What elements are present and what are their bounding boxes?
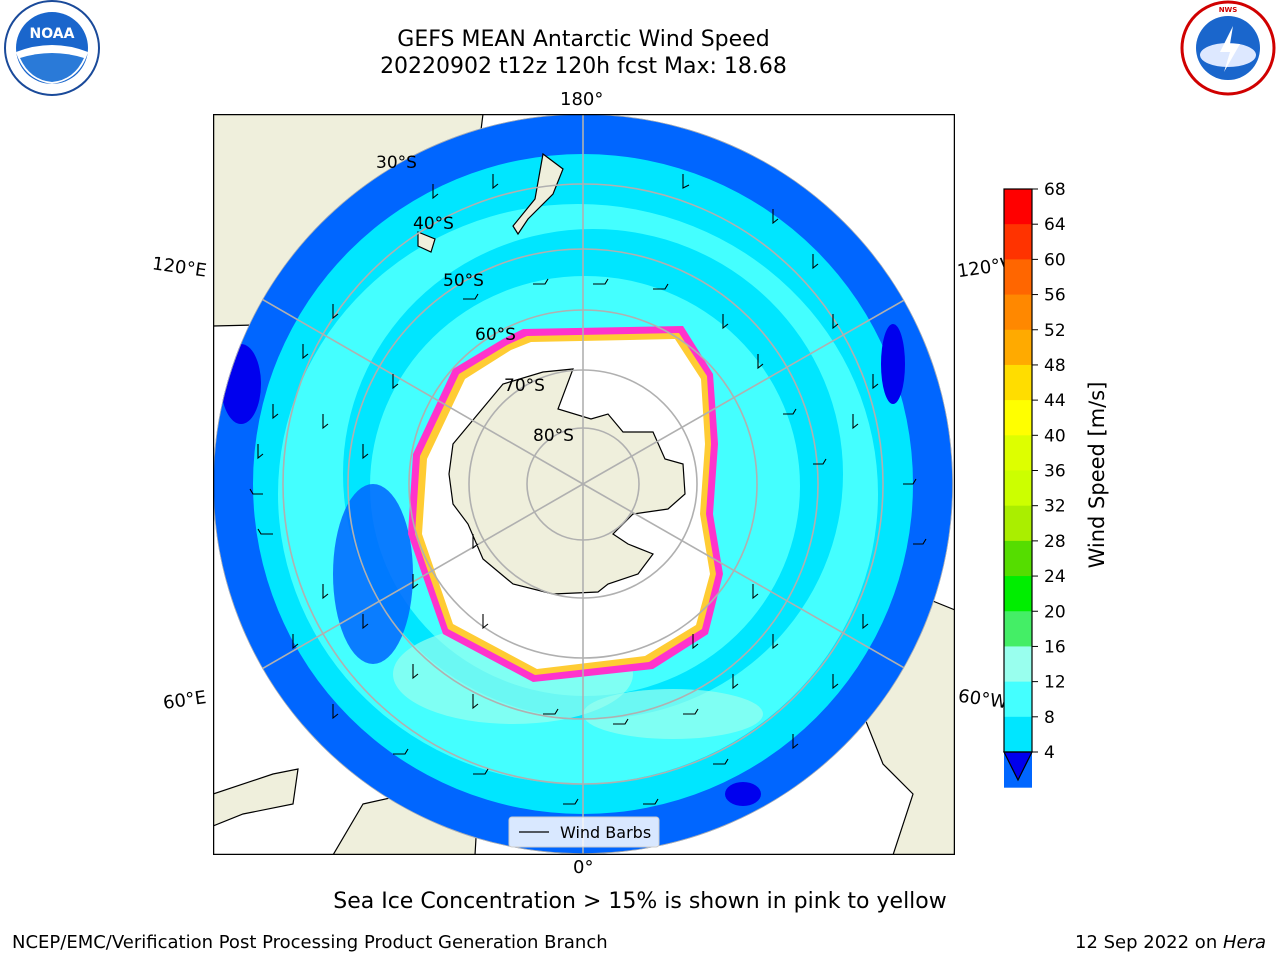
colorbar-tick-label: 40 (1044, 426, 1066, 446)
wind-barbs (249, 174, 927, 805)
colorbar-tick-label: 60 (1044, 250, 1066, 270)
lat-label-30s: 30°S (376, 153, 417, 173)
lat-label-50s: 50°S (443, 271, 484, 291)
lat-label-60s: 60°S (475, 325, 516, 345)
colorbar-cell (1004, 259, 1032, 296)
land-africa (213, 768, 299, 827)
colorbar-cell (1004, 716, 1032, 753)
colorbar-tick-label: 68 (1044, 180, 1066, 200)
land-antarctica (448, 368, 686, 595)
colorbar-cell (1004, 364, 1032, 401)
footer-date: 12 Sep 2022 on Hera (1075, 932, 1266, 953)
colorbar-cell (1004, 576, 1032, 612)
lat-label-70s: 70°S (504, 376, 545, 396)
lat-label-40s: 40°S (413, 214, 454, 234)
lat-label-80s: 80°S (533, 426, 574, 446)
nws-logo: NWS (1180, 0, 1276, 96)
noaa-logo: NOAA (4, 0, 100, 96)
colorbar-cell (1004, 400, 1032, 436)
colorbar-cell (1004, 224, 1032, 260)
colorbar-tick-label: 24 (1044, 567, 1066, 587)
colorbar-cell (1004, 470, 1032, 507)
colorbar: 68 64 60 56 52 48 44 40 36 32 28 24 20 16 12 8 4 (1003, 180, 1066, 788)
colorbar-tick-label: 8 (1044, 708, 1055, 728)
footer-date-text: 12 Sep 2022 on (1075, 932, 1223, 953)
colorbar-cell (1004, 681, 1032, 718)
colorbar-tick-label: 16 (1044, 637, 1066, 657)
colorbar-tick-label: 64 (1044, 215, 1066, 235)
colorbar-cell (1004, 189, 1032, 225)
colorbar-tick-label: 32 (1044, 497, 1066, 517)
legend-label: Wind Barbs (560, 823, 651, 842)
chart-title: GEFS MEAN Antarctic Wind Speed (397, 27, 770, 52)
sea-ice-caption: Sea Ice Concentration > 15% is shown in … (333, 889, 947, 914)
legend: Wind Barbs (508, 816, 660, 848)
chart-subtitle: 20220902 t12z 120h fcst Max: 18.68 (380, 54, 787, 79)
colorbar-cell (1004, 540, 1032, 577)
colorbar-tick-label: 12 (1044, 673, 1066, 693)
colorbar-cell (1004, 611, 1032, 647)
polar-map: 30°S 40°S 50°S 60°S 70°S 80°S Wind Barbs (213, 114, 955, 855)
colorbar-tick-label: 44 (1044, 391, 1066, 411)
colorbar-label: Wind Speed [m/s] (1085, 381, 1109, 569)
colorbar-cell (1004, 505, 1032, 542)
land-new-zealand (512, 152, 564, 236)
colorbar-cell (1004, 646, 1032, 683)
colorbar-tick-label: 4 (1044, 743, 1055, 763)
colorbar-tick-label: 56 (1044, 286, 1066, 306)
colorbar-tick-label: 20 (1044, 602, 1066, 622)
lon-label-0: 0° (573, 857, 594, 878)
footer-host: Hera (1222, 932, 1266, 953)
colorbar-tick-label: 36 (1044, 462, 1066, 482)
colorbar-cell (1004, 435, 1032, 471)
colorbar-cell (1004, 294, 1032, 331)
colorbar-tick-label: 28 (1044, 532, 1066, 552)
colorbar-cell (1004, 329, 1032, 366)
colorbar-tick-label: 52 (1044, 321, 1066, 341)
colorbar-tick-label: 48 (1044, 356, 1066, 376)
noaa-logo-text: NOAA (30, 26, 75, 42)
lon-label-60e: 60°E (161, 687, 208, 714)
footer-branch: NCEP/EMC/Verification Post Processing Pr… (12, 932, 608, 953)
lon-label-120e: 120°E (150, 253, 208, 282)
svg-text:NWS: NWS (1219, 6, 1238, 14)
lon-label-180: 180° (560, 89, 604, 110)
